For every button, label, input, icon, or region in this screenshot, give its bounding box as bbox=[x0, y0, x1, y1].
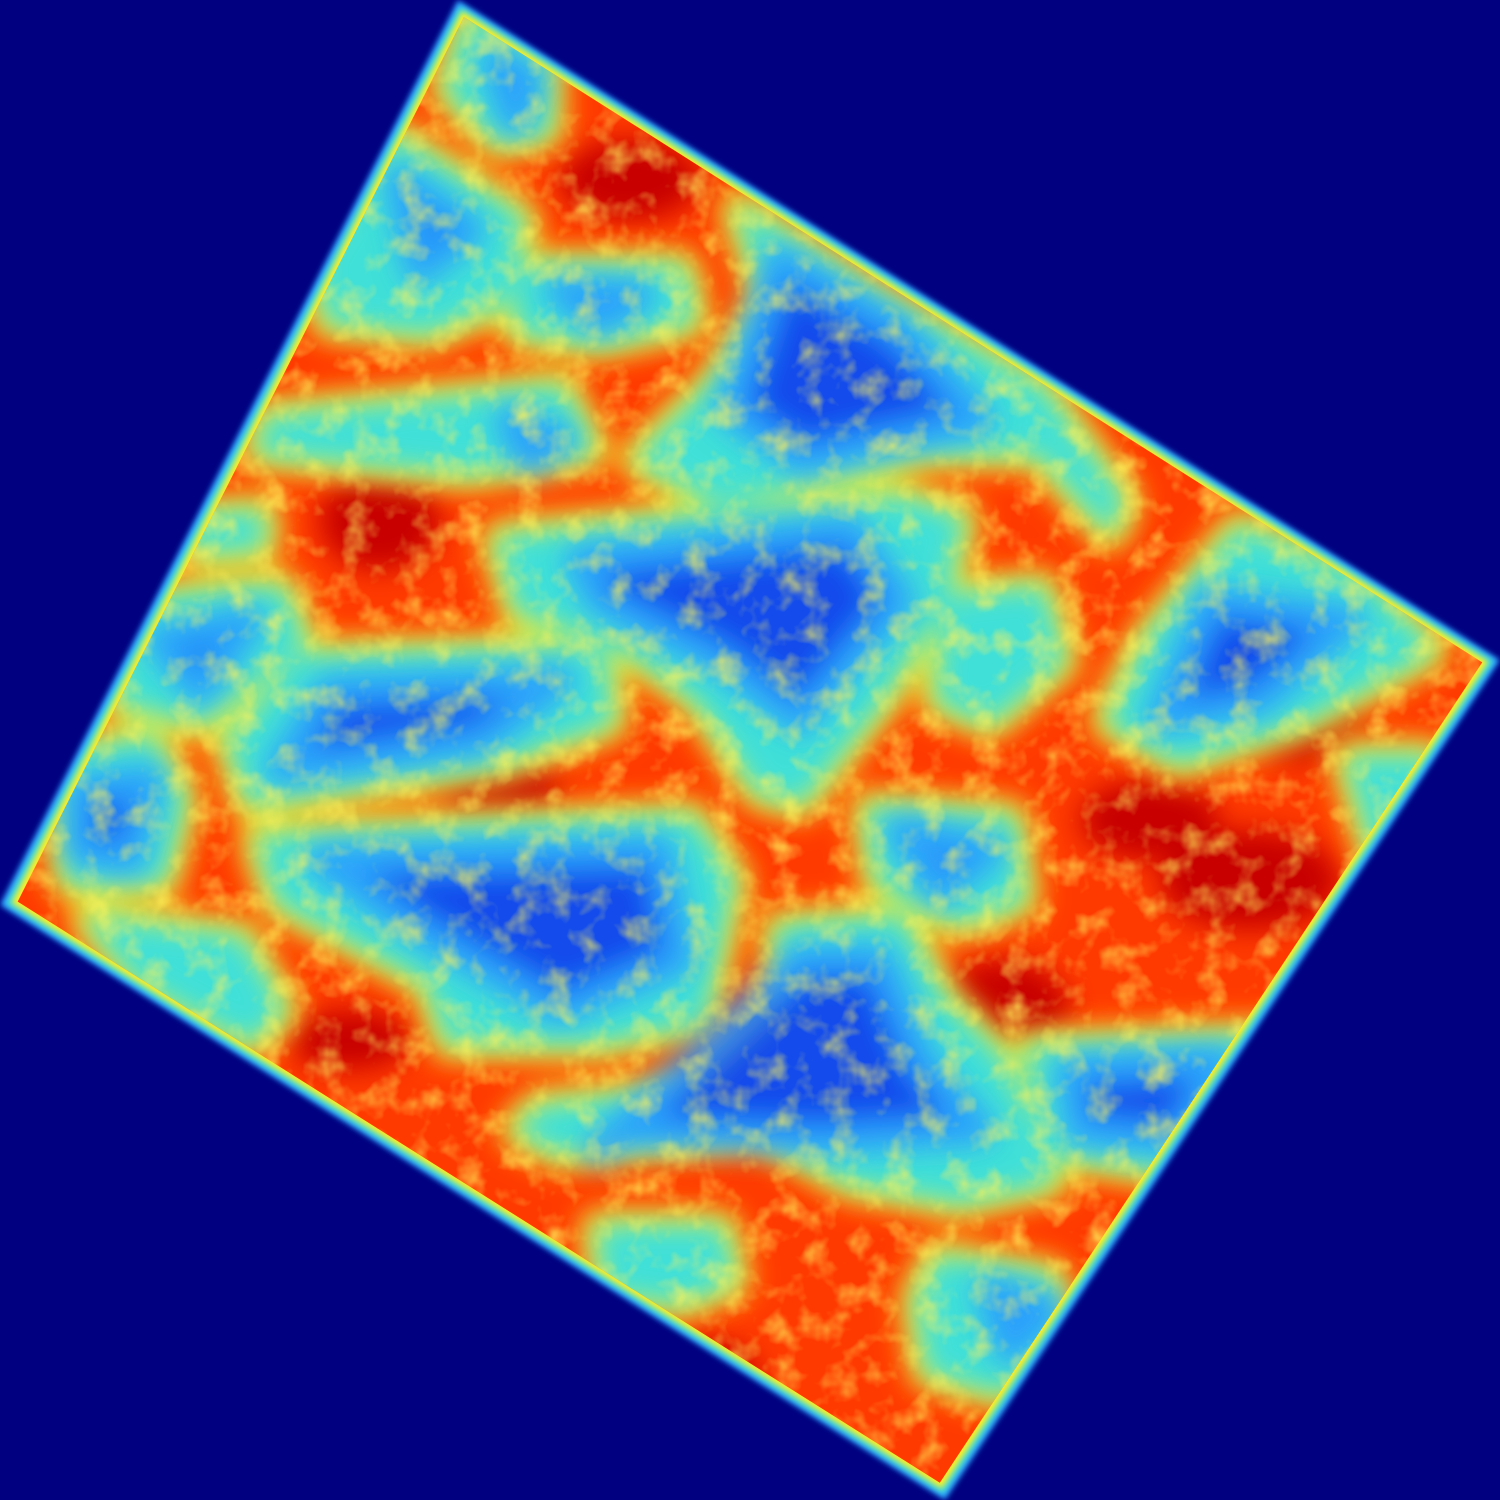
image-canvas bbox=[0, 0, 1500, 1500]
heatmap-image bbox=[0, 0, 1500, 1500]
